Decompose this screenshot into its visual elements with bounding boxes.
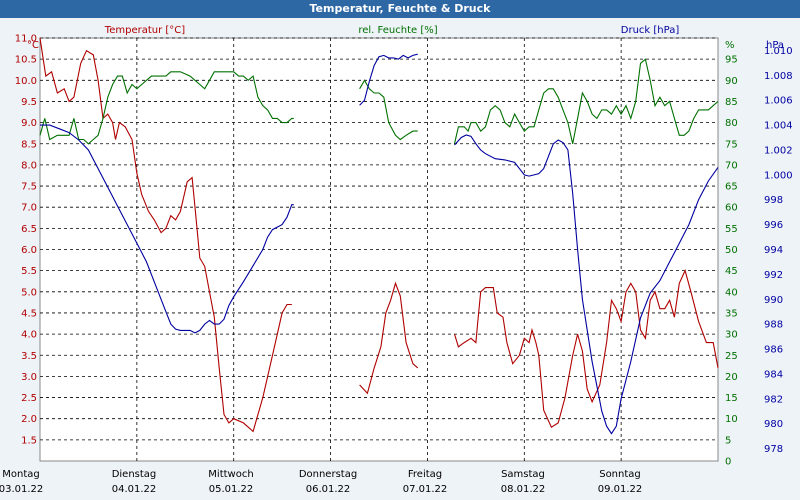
temperature-tick-label: 6.5 — [21, 224, 37, 235]
x-date-label: 03.01.22 — [0, 484, 43, 495]
humidity-tick-label: 30 — [725, 330, 738, 341]
temperature-tick-label: 11.0 — [15, 34, 37, 45]
humidity-tick-label: 60 — [725, 203, 738, 214]
x-date-label: 05.01.22 — [209, 484, 254, 495]
humidity-tick-label: 10 — [725, 414, 738, 425]
pressure-tick-label: 994 — [764, 245, 783, 256]
pressure-series-line — [40, 124, 294, 334]
temperature-tick-label: 7.0 — [21, 203, 37, 214]
temperature-tick-label: 5.5 — [21, 266, 37, 277]
chart-canvas: 1.5 2.0 2.5 3.0 3.5 4.0 4.5 5.0 5.5 6.0 6.5 7.0 7.5 8… — [0, 25, 793, 495]
pressure-tick-label: 1.000 — [764, 170, 793, 181]
pressure-unit-label: hPa — [766, 40, 784, 51]
humidity-unit-label: % — [725, 40, 735, 51]
humidity-tick-label: 55 — [725, 224, 738, 235]
pressure-series-line — [454, 134, 719, 435]
x-day-label: Mittwoch — [208, 469, 253, 480]
temperature-tick-label: 10.0 — [15, 76, 37, 87]
temperature-tick-label: 2.0 — [21, 414, 37, 425]
x-date-label: 07.01.22 — [403, 484, 448, 495]
humidity-tick-label: 70 — [725, 160, 738, 171]
x-day-label: Freitag — [408, 469, 442, 480]
x-day-label: Samstag — [501, 469, 545, 480]
temperature-tick-label: 8.5 — [21, 139, 37, 150]
pressure-tick-label: 1.006 — [764, 96, 793, 107]
humidity-series-line — [359, 79, 418, 141]
pressure-tick-label: 980 — [764, 419, 783, 430]
humidity-tick-label: 80 — [725, 118, 738, 129]
pressure-tick-label: 982 — [764, 394, 783, 405]
pressure-tick-label: 990 — [764, 295, 783, 306]
pressure-tick-label: 1.002 — [764, 145, 793, 156]
pressure-tick-label: 984 — [764, 369, 783, 380]
temperature-tick-label: 10.5 — [15, 55, 37, 66]
humidity-tick-label: 15 — [725, 393, 738, 404]
humidity-tick-label: 0 — [725, 457, 731, 468]
pressure-tick-label: 998 — [764, 195, 783, 206]
humidity-tick-label: 95 — [725, 55, 738, 66]
temperature-tick-label: 9.5 — [21, 97, 37, 108]
humidity-tick-label: 65 — [725, 182, 738, 193]
humidity-series-label: rel. Feuchte [%] — [358, 25, 437, 36]
temperature-tick-label: 9.0 — [21, 118, 37, 129]
humidity-tick-label: 35 — [725, 308, 738, 319]
temperature-tick-label: 3.0 — [21, 372, 37, 383]
humidity-tick-label: 5 — [725, 435, 731, 446]
x-date-label: 09.01.22 — [598, 484, 643, 495]
x-day-label: Donnerstag — [299, 469, 357, 480]
x-day-label: Sonntag — [599, 469, 641, 480]
chart-title: Temperatur, Feuchte & Druck — [0, 0, 800, 18]
pressure-tick-label: 986 — [764, 345, 783, 356]
temperature-tick-label: 8.0 — [21, 160, 37, 171]
humidity-tick-label: 90 — [725, 76, 738, 87]
humidity-tick-label: 75 — [725, 139, 738, 150]
x-date-label: 04.01.22 — [112, 484, 157, 495]
temperature-series-line — [359, 281, 419, 395]
temperature-tick-label: 3.5 — [21, 351, 37, 362]
pressure-tick-label: 996 — [764, 220, 783, 231]
temperature-tick-label: 4.0 — [21, 330, 37, 341]
pressure-series-line — [359, 53, 418, 106]
pressure-tick-label: 1.004 — [764, 121, 793, 132]
pressure-tick-label: 1.010 — [764, 46, 793, 57]
x-date-label: 08.01.22 — [501, 484, 546, 495]
humidity-series-line — [453, 58, 719, 144]
temperature-series-label: Temperatur [°C] — [104, 25, 185, 36]
humidity-tick-label: 45 — [725, 266, 738, 277]
pressure-tick-label: 1.008 — [764, 71, 793, 82]
temperature-tick-label: 6.0 — [21, 245, 37, 256]
temperature-tick-label: 2.5 — [21, 393, 37, 404]
humidity-tick-label: 85 — [725, 97, 738, 108]
pressure-tick-label: 978 — [764, 444, 783, 455]
x-date-label: 06.01.22 — [306, 484, 351, 495]
pressure-series-label: Druck [hPa] — [621, 25, 680, 36]
humidity-tick-label: 25 — [725, 351, 738, 362]
pressure-tick-label: 988 — [764, 320, 783, 331]
x-day-label: Dienstag — [112, 469, 157, 480]
x-day-label: Montag — [2, 469, 39, 480]
temperature-tick-label: 7.5 — [21, 182, 37, 193]
pressure-tick-label: 992 — [764, 270, 783, 281]
humidity-tick-label: 20 — [725, 372, 738, 383]
temperature-tick-label: 4.5 — [21, 308, 37, 319]
temperature-tick-label: 1.5 — [21, 435, 37, 446]
temperature-tick-label: 5.0 — [21, 287, 37, 298]
humidity-tick-label: 50 — [725, 245, 738, 256]
temperature-unit-label: °C — [27, 40, 39, 51]
humidity-tick-label: 40 — [725, 287, 738, 298]
humidity-series-line — [39, 71, 294, 145]
temperature-series-line — [39, 37, 292, 433]
temperature-series-line — [453, 268, 719, 429]
